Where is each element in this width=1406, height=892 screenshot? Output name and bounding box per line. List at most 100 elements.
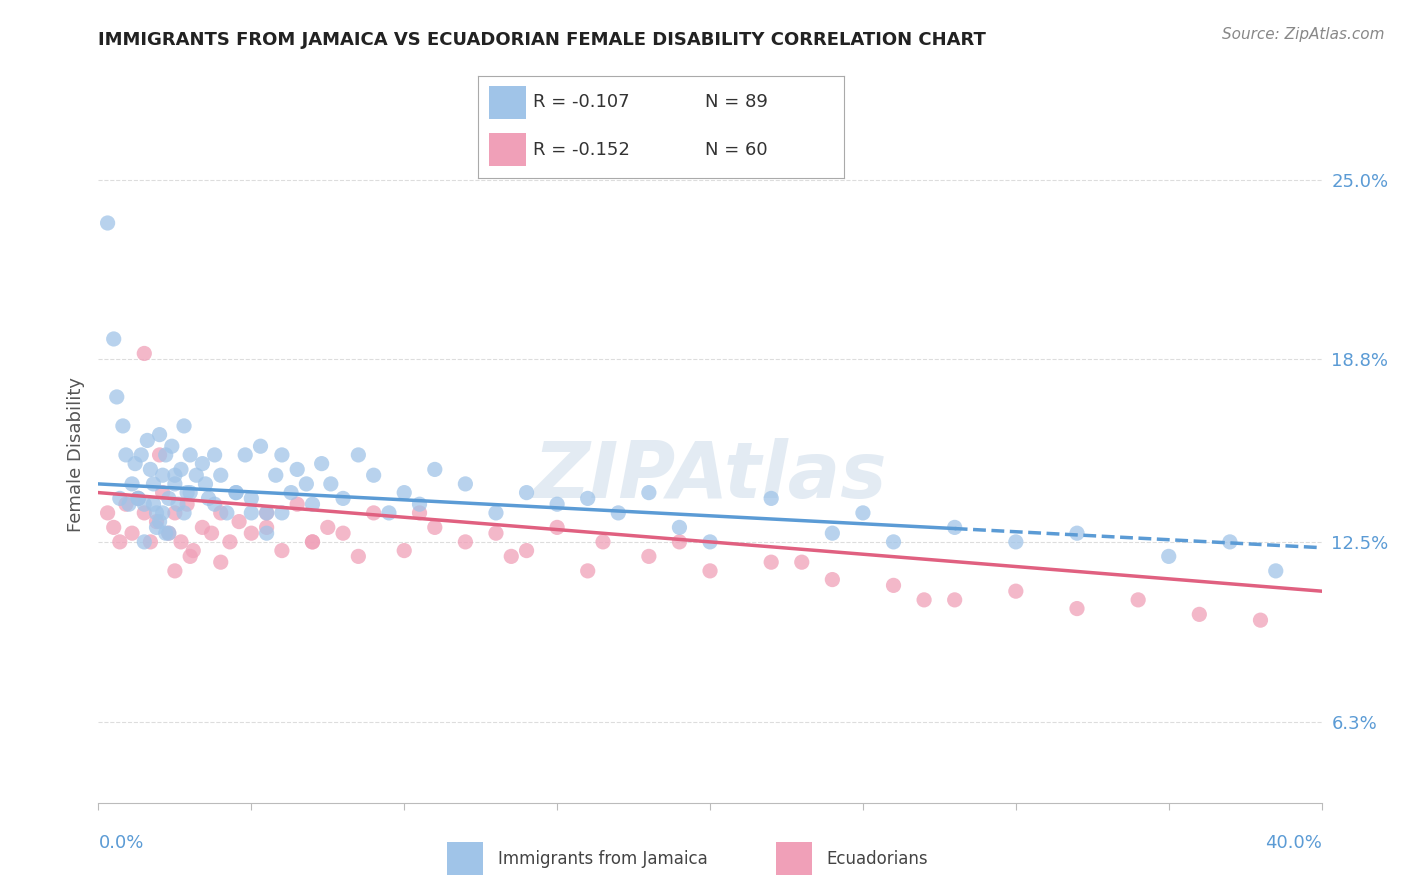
Point [423, 520, 446, 534]
Point [163, 506, 186, 520]
Point [121, 476, 143, 491]
Point [111, 419, 134, 434]
Text: Ecuadorians: Ecuadorians [827, 849, 928, 868]
Point [264, 468, 287, 483]
Point [852, 506, 875, 520]
Point [408, 497, 430, 511]
Point [316, 520, 339, 534]
Point [181, 543, 204, 558]
Point [121, 526, 143, 541]
Point [115, 497, 138, 511]
Point [152, 506, 174, 520]
Point [179, 549, 201, 564]
Point [761, 491, 783, 506]
Point [186, 468, 208, 483]
Point [883, 534, 905, 549]
Text: N = 60: N = 60 [704, 141, 768, 159]
Point [256, 520, 278, 534]
Point [194, 476, 217, 491]
Point [127, 491, 149, 506]
Point [1250, 613, 1272, 627]
Point [256, 526, 278, 541]
Point [668, 520, 690, 534]
Point [129, 448, 152, 462]
Point [516, 543, 538, 558]
Text: N = 89: N = 89 [704, 94, 768, 112]
Text: 40.0%: 40.0% [1265, 834, 1322, 852]
Point [139, 462, 162, 476]
Point [240, 491, 263, 506]
Point [197, 491, 219, 506]
Point [301, 534, 323, 549]
Point [270, 506, 294, 520]
Point [157, 526, 180, 541]
Point [103, 520, 125, 534]
Point [167, 497, 190, 511]
Point [225, 485, 247, 500]
Point [118, 497, 141, 511]
Point [145, 506, 167, 520]
Point [423, 462, 446, 476]
Point [699, 564, 721, 578]
Point [301, 534, 323, 549]
Point [155, 526, 177, 541]
Point [501, 549, 523, 564]
Point [347, 549, 370, 564]
Point [108, 534, 131, 549]
Point [145, 520, 167, 534]
Point [115, 448, 138, 462]
Point [1066, 526, 1088, 541]
Point [160, 439, 183, 453]
Text: Source: ZipAtlas.com: Source: ZipAtlas.com [1222, 27, 1385, 42]
Point [134, 534, 156, 549]
Point [485, 526, 508, 541]
Point [97, 216, 120, 230]
Point [270, 543, 294, 558]
Point [607, 506, 630, 520]
Point [821, 526, 844, 541]
Point [240, 526, 263, 541]
Point [311, 457, 333, 471]
Point [97, 506, 120, 520]
Point [142, 476, 165, 491]
Point [454, 534, 477, 549]
Point [1219, 534, 1241, 549]
Point [200, 526, 222, 541]
Point [179, 485, 201, 500]
Point [943, 520, 966, 534]
Point [215, 506, 238, 520]
Point [285, 497, 308, 511]
Point [516, 485, 538, 500]
Point [485, 506, 508, 520]
Point [108, 491, 131, 506]
Point [546, 520, 568, 534]
Point [173, 419, 195, 434]
Point [155, 448, 177, 462]
Point [149, 448, 172, 462]
Point [219, 534, 242, 549]
Point [1264, 564, 1286, 578]
Point [378, 506, 401, 520]
Point [225, 485, 247, 500]
Point [576, 564, 599, 578]
Point [454, 476, 477, 491]
Point [228, 515, 250, 529]
Text: 0.0%: 0.0% [98, 834, 143, 852]
Point [191, 457, 214, 471]
Point [295, 476, 318, 491]
Point [163, 476, 186, 491]
Point [1188, 607, 1211, 622]
Point [319, 476, 342, 491]
Point [134, 506, 156, 520]
Point [912, 592, 935, 607]
Point [173, 506, 195, 520]
Point [638, 549, 661, 564]
Point [668, 534, 690, 549]
Point [408, 506, 430, 520]
Point [285, 462, 308, 476]
Point [127, 491, 149, 506]
Point [105, 390, 128, 404]
Point [249, 439, 271, 453]
Point [270, 448, 294, 462]
Point [145, 515, 167, 529]
